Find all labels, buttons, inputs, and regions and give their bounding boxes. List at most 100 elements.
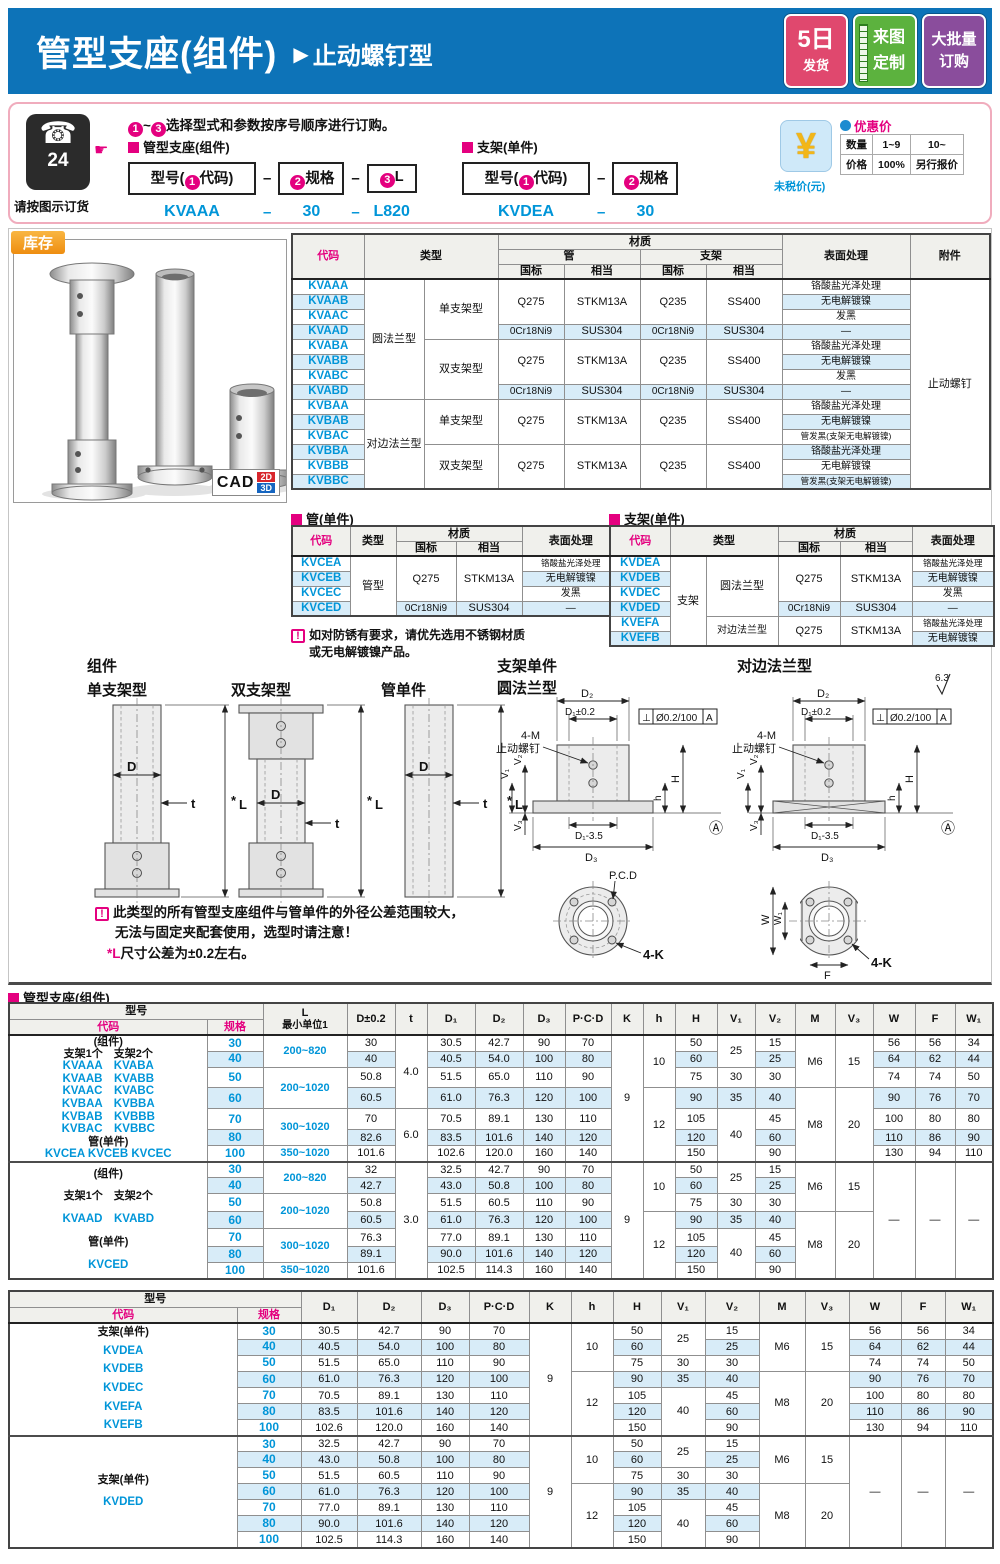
table-cell: 74 — [914, 1066, 956, 1089]
part-code[interactable]: KVBBB — [291, 458, 365, 475]
part-code[interactable]: KVAAC KVABC — [62, 1085, 155, 1098]
cad-badge[interactable]: CAD 2D 3D — [211, 469, 280, 496]
table-cell: 70.5 — [426, 1108, 476, 1131]
table-cell: 140 — [564, 1145, 612, 1163]
table-cell: 60 — [206, 1087, 264, 1110]
box-text: 型号( — [150, 171, 185, 187]
part-code[interactable]: KVDEC — [609, 585, 671, 602]
part-code[interactable]: KVAAB KVABB — [62, 1072, 155, 1085]
table-cell: 101.6 — [356, 1403, 422, 1421]
part-code[interactable]: KVAAA KVABA — [62, 1060, 154, 1073]
part-code[interactable]: KVDED — [103, 1496, 144, 1509]
table-cell: 110 — [944, 1419, 994, 1437]
table-row: 60 60.5 61.0 76.3 120 100 12 90 35 40 M8 20 — [9, 1210, 993, 1280]
table-cell: V₃ — [804, 1290, 850, 1324]
part-code[interactable]: KVBAA — [291, 398, 365, 415]
table-cell: 90 — [704, 1531, 760, 1549]
table-cell: 82.6 — [346, 1129, 396, 1147]
part-code[interactable]: KVAAC — [291, 308, 365, 325]
table-cell: 77.0 — [426, 1228, 476, 1248]
part-code[interactable]: KVABC — [291, 368, 365, 385]
table-cell: 30 — [236, 1322, 302, 1340]
dim-D3: D₃ — [585, 852, 597, 864]
model-label-cell: (组件) 支架1个 支架2个 KVAAD KVABD 管(单件) KVCED — [8, 1160, 208, 1280]
table-cell: 94 — [900, 1419, 946, 1437]
dim-F: F — [824, 970, 831, 982]
table-cell: 140 — [564, 1262, 612, 1280]
part-code[interactable]: KVEFA — [609, 615, 671, 632]
part-code[interactable]: KVBAB KVBBB — [61, 1110, 155, 1123]
table-cell: 74 — [900, 1354, 946, 1372]
table-cell: 90 — [522, 1160, 566, 1179]
table-cell: F — [900, 1290, 946, 1324]
table-cell: 代码 — [609, 525, 671, 557]
table-cell: D₂ — [474, 1002, 524, 1036]
part-code[interactable]: KVBAA KVBBA — [61, 1098, 155, 1111]
part-code[interactable]: KVBBC — [291, 473, 365, 490]
part-number-format: 型号(1 代码) – 2 规格 — [462, 162, 679, 195]
part-code[interactable]: KVEFB — [103, 1419, 143, 1432]
table-cell: 0Cr18Ni9 — [497, 323, 565, 340]
table-cell: 30 — [754, 1066, 796, 1089]
table-row: KVBAC 管发黑(支架无电解镀镍) — [291, 428, 990, 445]
badge-5day-ship: 5日 发货 — [784, 14, 848, 88]
ordering-instruction: 1 ~3 选择型式和参数按序号顺序进行订购。 — [128, 114, 395, 137]
part-code[interactable]: KVBAC KVBBC — [61, 1123, 155, 1136]
table-cell: K — [528, 1290, 572, 1324]
table-cell: 代码 — [291, 525, 351, 557]
part-code[interactable]: KVABB — [291, 353, 365, 370]
part-code[interactable]: KVCEA KVCEB KVCEC — [44, 1148, 172, 1161]
badge-text: 大批量 — [931, 30, 977, 48]
part-code[interactable]: KVDEC — [103, 1382, 144, 1395]
table-cell: Q235 — [639, 278, 707, 325]
table-cell: 35 — [660, 1370, 706, 1388]
table-cell: t — [394, 1002, 428, 1036]
part-code[interactable]: KVBAB — [291, 413, 365, 430]
part-code[interactable]: KVCED — [291, 600, 351, 617]
part-code[interactable]: KVBBA — [291, 443, 365, 460]
part-code[interactable]: KVAAB — [291, 293, 365, 310]
part-code[interactable]: KVAAD — [291, 323, 365, 340]
part-code[interactable]: KVDED — [609, 600, 671, 617]
part-code[interactable]: KVABA — [291, 338, 365, 355]
part-code[interactable]: KVDEB — [103, 1363, 144, 1376]
part-code[interactable]: KVABD — [291, 383, 365, 400]
table-cell: 60 — [754, 1129, 796, 1147]
part-code[interactable]: KVDEA — [609, 555, 671, 572]
table-row: KVAAB 无电解镀镍 — [291, 293, 990, 310]
table-cell: 型号 — [8, 1002, 264, 1020]
table-row: KVAAA 圆法兰型 单支架型 Q275 STKM13A Q235 SS400 铬酸盐光泽处理… — [291, 278, 991, 490]
dim-V2: V₂ — [513, 754, 524, 765]
table-cell: 110 — [468, 1386, 530, 1405]
table-cell: 120 — [522, 1087, 566, 1110]
star-mark: * — [107, 945, 113, 961]
part-code[interactable]: KVEFA — [104, 1400, 143, 1413]
part-code[interactable]: KVDEA — [103, 1344, 144, 1357]
part-code[interactable]: KVBAC — [291, 428, 365, 445]
part-code[interactable]: KVAAA — [291, 278, 365, 295]
part-code[interactable]: KVEFB — [609, 630, 671, 647]
part-code[interactable]: KVCEA — [291, 555, 351, 572]
table-cell: 代码 — [8, 1306, 238, 1324]
heading-text: 管(单件) — [306, 512, 354, 527]
table-cell: 10 — [642, 1160, 676, 1212]
table-cell: 材质 — [497, 233, 783, 250]
part-code[interactable]: KVDEB — [609, 570, 671, 587]
table-cell: 130 — [522, 1108, 566, 1131]
table-cell: 65.0 — [356, 1354, 422, 1372]
example-part-number: KVDEA – 30 — [462, 203, 678, 221]
dim-D1: D₁±0.2 — [801, 707, 831, 718]
part-code[interactable]: KVCED — [88, 1258, 129, 1271]
part-code[interactable]: KVAAD KVABD — [62, 1212, 155, 1225]
double-bracket-view: D t * L — [238, 698, 383, 903]
table-row: KVEFB 无电解镀镍 — [609, 630, 995, 647]
table-cell: 支架 — [669, 555, 707, 647]
badge-custom-drawing: 来图 定制 — [853, 14, 917, 88]
table-cell: 10 — [570, 1434, 614, 1485]
table-cell: 51.5 — [426, 1066, 476, 1089]
table-row: 50 200~1020 50.8 51.5 65.0 110 90 75 30 30 74 74 50 — [9, 1066, 994, 1110]
table-cell: — — [872, 1160, 916, 1280]
part-code[interactable]: KVCEC — [291, 585, 351, 602]
part-code[interactable]: KVCEB — [291, 570, 351, 587]
table-cell: 102.6 — [300, 1419, 358, 1437]
